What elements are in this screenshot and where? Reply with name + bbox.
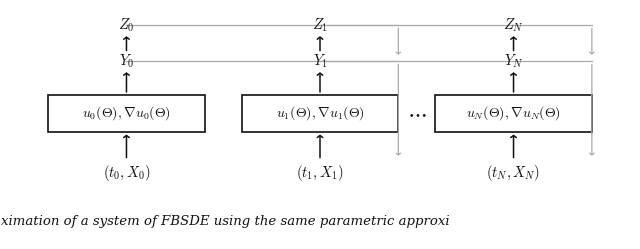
Text: $u_1(\Theta), \nabla u_1(\Theta)$: $u_1(\Theta), \nabla u_1(\Theta)$ bbox=[275, 104, 365, 122]
Text: $(t_1, X_1)$: $(t_1, X_1)$ bbox=[296, 163, 344, 183]
Bar bbox=[435, 95, 592, 132]
Text: $Z_1$: $Z_1$ bbox=[312, 17, 328, 34]
Text: $Z_N$: $Z_N$ bbox=[503, 17, 524, 34]
Text: $\cdots$: $\cdots$ bbox=[406, 102, 426, 124]
Text: $Y_N$: $Y_N$ bbox=[504, 53, 524, 70]
Bar bbox=[48, 95, 205, 132]
Text: $(t_0, X_0)$: $(t_0, X_0)$ bbox=[102, 163, 150, 183]
Text: $Y_1$: $Y_1$ bbox=[312, 53, 328, 70]
Bar bbox=[242, 95, 398, 132]
Text: $Z_0$: $Z_0$ bbox=[118, 17, 135, 34]
Text: $(t_N, X_N)$: $(t_N, X_N)$ bbox=[486, 163, 541, 183]
Text: $u_N(\Theta), \nabla u_N(\Theta)$: $u_N(\Theta), \nabla u_N(\Theta)$ bbox=[466, 104, 561, 122]
Text: ximation of a system of FBSDE using the same parametric approxi: ximation of a system of FBSDE using the … bbox=[1, 215, 449, 228]
Text: $Y_0$: $Y_0$ bbox=[119, 53, 134, 70]
Text: $u_0(\Theta), \nabla u_0(\Theta)$: $u_0(\Theta), \nabla u_0(\Theta)$ bbox=[82, 104, 171, 122]
